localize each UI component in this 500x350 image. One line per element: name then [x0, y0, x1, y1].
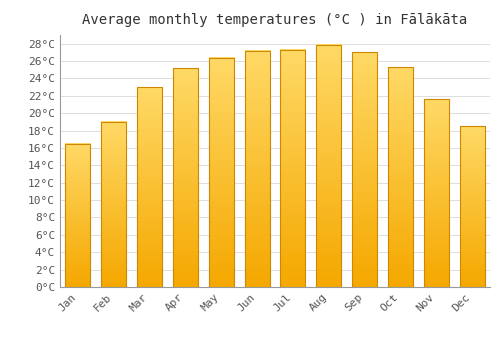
Bar	[137, 87, 162, 287]
Bar	[244, 51, 270, 287]
Bar	[460, 126, 484, 287]
Bar	[316, 44, 342, 287]
Bar	[280, 50, 305, 287]
Bar	[388, 67, 413, 287]
Bar	[352, 52, 377, 287]
Bar	[101, 122, 126, 287]
Title: Average monthly temperatures (°C ) in Fālākāta: Average monthly temperatures (°C ) in Fā…	[82, 13, 468, 27]
Bar	[208, 58, 234, 287]
Bar	[424, 99, 449, 287]
Bar	[66, 144, 90, 287]
Bar	[173, 68, 198, 287]
